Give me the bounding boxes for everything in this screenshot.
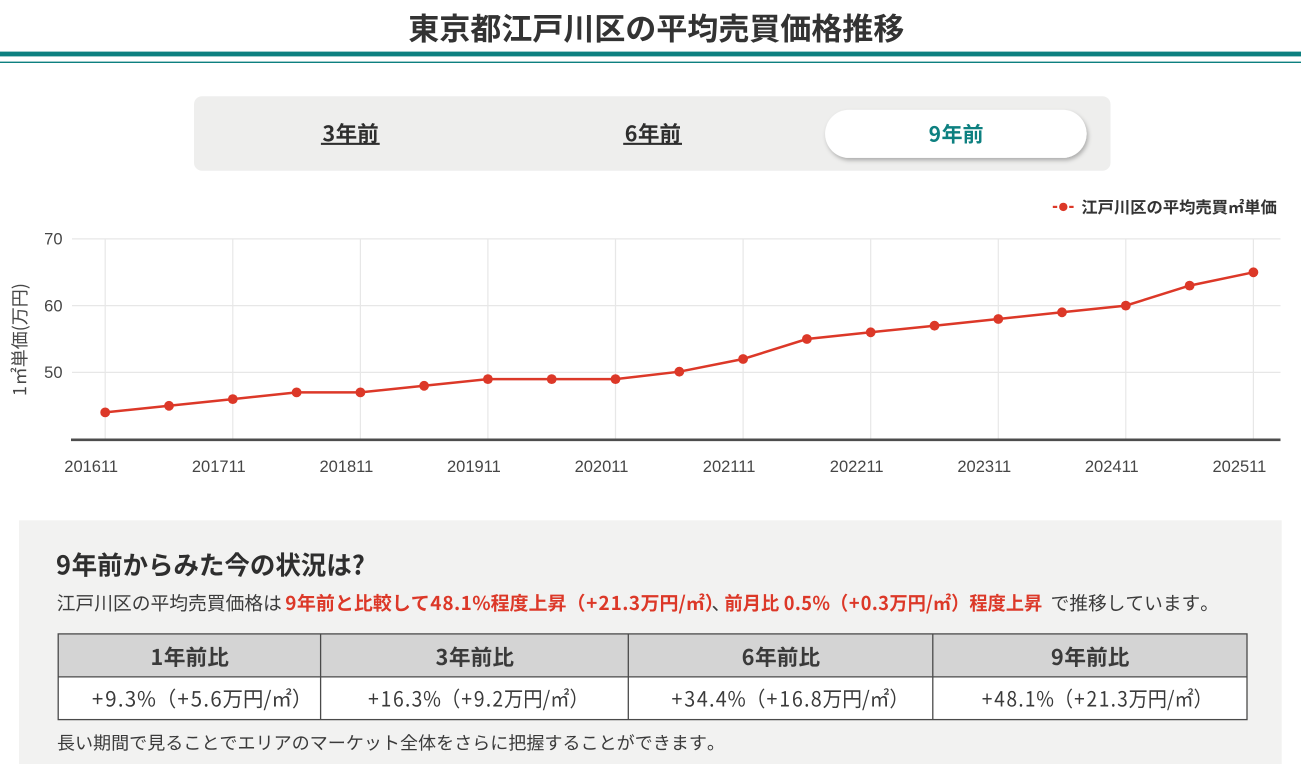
svg-text:201711: 201711 — [192, 458, 246, 476]
svg-text:60: 60 — [44, 297, 62, 315]
svg-text:201811: 201811 — [319, 458, 373, 476]
svg-text:202311: 202311 — [957, 458, 1011, 476]
svg-text:202411: 202411 — [1085, 458, 1139, 476]
svg-text:202111: 202111 — [703, 458, 756, 476]
svg-text:70: 70 — [44, 231, 62, 249]
svg-text:202011: 202011 — [575, 458, 629, 476]
svg-text:202511: 202511 — [1212, 458, 1266, 476]
svg-text:201611: 201611 — [64, 458, 118, 476]
svg-text:201911: 201911 — [447, 458, 501, 476]
svg-text:50: 50 — [44, 364, 62, 382]
svg-text:202211: 202211 — [830, 458, 884, 476]
